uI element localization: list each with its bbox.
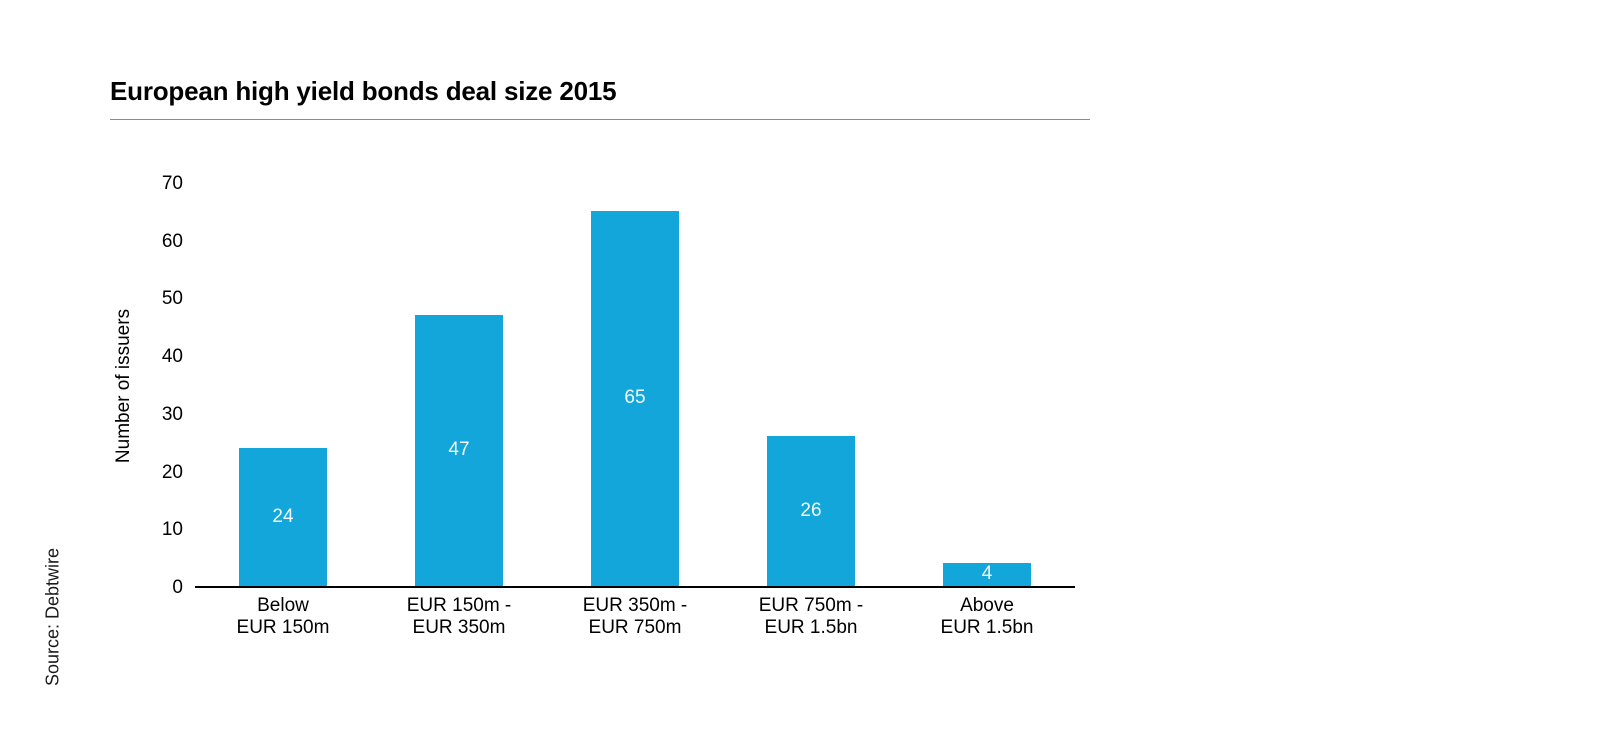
- bar-slot: 65: [547, 184, 723, 586]
- source-label: Source: Debtwire: [42, 547, 63, 687]
- y-axis-tick-label: 40: [161, 346, 183, 368]
- x-axis-category-label: EUR 150m - EUR 350m: [406, 595, 512, 638]
- bar-5: 4: [943, 562, 1031, 586]
- bar-slot: 24: [195, 184, 371, 586]
- x-axis-category-label: EUR 350m - EUR 750m: [582, 595, 688, 638]
- bar-4: 26: [767, 435, 855, 586]
- title-underline: [110, 119, 1090, 120]
- bar-slot: 4: [899, 184, 1075, 586]
- bar-value-label: 26: [800, 499, 822, 521]
- plot-area: 24 47 65 26 4: [195, 184, 1075, 588]
- y-axis-tick-label: 60: [161, 230, 183, 252]
- chart-title: European high yield bonds deal size 2015: [110, 76, 617, 106]
- y-axis-tick-label: 30: [161, 403, 183, 425]
- bar-3: 65: [591, 210, 679, 586]
- x-axis-category-label: EUR 750m - EUR 1.5bn: [758, 595, 864, 638]
- bar-slot: 47: [371, 184, 547, 586]
- x-axis-labels: Below EUR 150m EUR 150m - EUR 350m EUR 350m …: [195, 595, 1075, 639]
- x-axis-category-label: Below EUR 150m: [236, 595, 330, 638]
- y-axis-tick-labels: 0 10 20 30 40 50 60 70: [0, 173, 183, 598]
- y-axis-tick-label: 0: [172, 577, 183, 598]
- y-axis-tick-label: 50: [161, 288, 183, 310]
- bar-1: 24: [239, 447, 327, 586]
- y-axis-tick-label: 70: [161, 173, 183, 194]
- y-axis-tick-label: 10: [161, 519, 183, 541]
- bar-slot: 26: [723, 184, 899, 586]
- bar-value-label: 4: [981, 563, 993, 585]
- bar-2: 47: [415, 314, 503, 586]
- bar-value-label: 65: [624, 387, 646, 409]
- y-axis-tick-label: 20: [161, 461, 183, 483]
- x-axis-category-label: Above EUR 1.5bn: [940, 595, 1034, 638]
- bar-value-label: 47: [448, 439, 470, 461]
- bar-value-label: 24: [272, 505, 294, 527]
